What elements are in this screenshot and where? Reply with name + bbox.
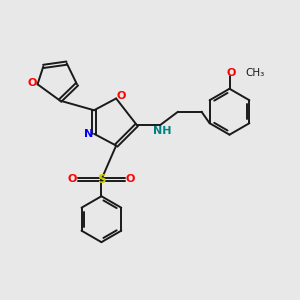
Text: O: O — [28, 78, 37, 88]
Text: O: O — [68, 174, 77, 184]
Text: O: O — [116, 92, 126, 101]
Text: O: O — [226, 68, 236, 78]
Text: N: N — [83, 129, 93, 139]
Text: O: O — [126, 174, 135, 184]
Text: NH: NH — [153, 126, 172, 136]
Text: CH₃: CH₃ — [246, 68, 265, 78]
Text: S: S — [97, 173, 106, 186]
